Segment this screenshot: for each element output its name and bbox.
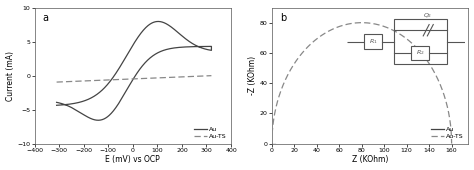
Y-axis label: -Z (KOhm): -Z (KOhm) [248, 56, 257, 95]
Text: a: a [42, 13, 48, 23]
Legend: Au, Au-TS: Au, Au-TS [430, 125, 465, 140]
X-axis label: Z (KOhm): Z (KOhm) [352, 155, 388, 164]
X-axis label: E (mV) vs OCP: E (mV) vs OCP [105, 155, 160, 164]
Text: b: b [280, 13, 286, 23]
Y-axis label: Current (mA): Current (mA) [6, 50, 15, 100]
Legend: Au, Au-TS: Au, Au-TS [193, 125, 228, 140]
